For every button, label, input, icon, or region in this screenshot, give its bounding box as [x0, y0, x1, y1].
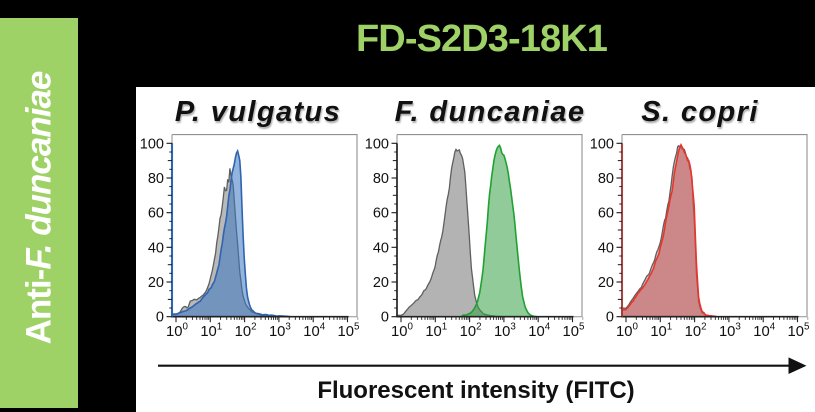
svg-text:40: 40	[148, 240, 164, 256]
svg-text:104: 104	[303, 322, 325, 341]
svg-text:20: 20	[148, 275, 164, 291]
svg-text:100: 100	[616, 322, 638, 341]
svg-text:40: 40	[598, 240, 614, 256]
svg-text:102: 102	[460, 322, 482, 341]
svg-text:80: 80	[373, 171, 389, 187]
svg-text:100: 100	[590, 136, 614, 152]
svg-text:20: 20	[373, 275, 389, 291]
svg-text:0: 0	[156, 310, 164, 326]
svg-text:102: 102	[685, 322, 707, 341]
svg-text:103: 103	[494, 322, 516, 341]
svg-text:100: 100	[391, 322, 413, 341]
svg-text:0: 0	[606, 310, 614, 326]
svg-text:60: 60	[373, 206, 389, 222]
svg-text:100: 100	[140, 136, 164, 152]
svg-text:60: 60	[598, 206, 614, 222]
svg-text:102: 102	[235, 322, 257, 341]
svg-text:80: 80	[148, 171, 164, 187]
svg-text:80: 80	[598, 171, 614, 187]
svg-text:20: 20	[598, 275, 614, 291]
svg-text:105: 105	[338, 322, 360, 341]
svg-text:100: 100	[365, 136, 389, 152]
svg-text:101: 101	[425, 322, 447, 341]
svg-text:101: 101	[200, 322, 222, 341]
svg-text:60: 60	[148, 206, 164, 222]
svg-text:103: 103	[269, 322, 291, 341]
svg-text:100: 100	[166, 322, 188, 341]
svg-text:Fluorescent intensity (FITC): Fluorescent intensity (FITC)	[317, 377, 634, 404]
svg-text:104: 104	[528, 322, 550, 341]
svg-text:0: 0	[381, 310, 389, 326]
svg-text:101: 101	[650, 322, 672, 341]
svg-text:105: 105	[788, 322, 810, 341]
svg-text:104: 104	[753, 322, 775, 341]
svg-text:103: 103	[719, 322, 741, 341]
svg-text:105: 105	[563, 322, 585, 341]
svg-text:40: 40	[373, 240, 389, 256]
